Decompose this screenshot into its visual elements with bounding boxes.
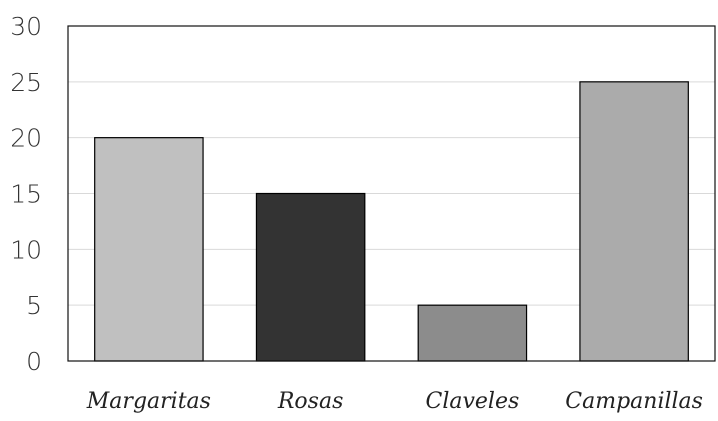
y-tick-label: 5 [26, 291, 42, 320]
plot-frame [67, 25, 716, 362]
y-tick-label: 10 [10, 235, 42, 264]
y-tick-label: 25 [10, 68, 42, 97]
x-axis-ticks: Margaritas Rosas Claveles Campanillas [86, 389, 703, 414]
x-tick-label: Claveles [425, 389, 519, 414]
y-tick-label: 0 [26, 347, 42, 376]
x-tick-label: Campanillas [565, 389, 703, 414]
bar-campanillas [579, 81, 689, 362]
x-tick-label: Rosas [277, 389, 344, 414]
y-tick-label: 30 [10, 12, 42, 41]
bar-claveles [417, 304, 528, 362]
bars [94, 81, 689, 362]
y-axis-ticks: 0 5 10 15 20 25 30 [10, 12, 42, 376]
y-tick-label: 15 [10, 180, 42, 209]
y-tick-label: 20 [10, 124, 42, 153]
x-tick-label: Margaritas [86, 389, 211, 414]
bar-rosas [255, 192, 366, 362]
bar-margaritas [94, 137, 204, 362]
